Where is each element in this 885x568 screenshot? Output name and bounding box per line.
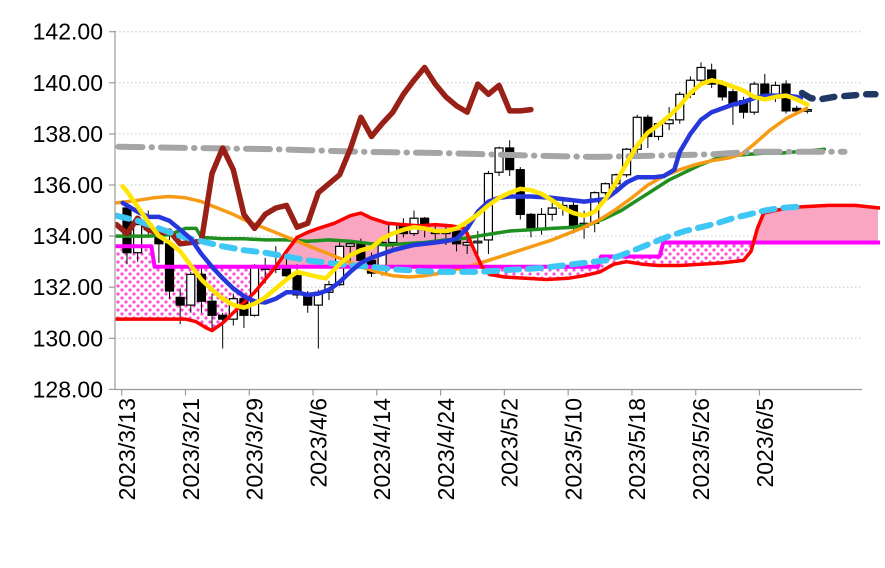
x-axis-label: 2023/5/18 xyxy=(624,398,650,500)
x-axis-label: 2023/3/29 xyxy=(242,398,268,500)
candle-body-down xyxy=(175,296,185,306)
candle-body-down xyxy=(292,275,302,296)
candle-body-up xyxy=(494,147,504,173)
gray-dashdot-ma-line xyxy=(115,143,848,160)
candle-body-down xyxy=(526,213,536,230)
y-axis-label: 142.00 xyxy=(33,19,103,45)
candle xyxy=(196,268,207,313)
candle xyxy=(707,63,717,88)
cyan-dashed-line xyxy=(115,203,802,275)
y-axis-label: 130.00 xyxy=(33,325,103,351)
candle-body-up xyxy=(345,243,355,247)
candle xyxy=(505,140,515,177)
x-axis-label: 2023/3/13 xyxy=(114,398,140,500)
y-axis-label: 140.00 xyxy=(33,70,103,96)
candle xyxy=(696,62,706,86)
candle xyxy=(494,146,504,177)
candle-body-up xyxy=(696,66,706,81)
candle-body-down xyxy=(568,204,579,228)
green-ma-line xyxy=(115,147,827,247)
y-axis-label: 136.00 xyxy=(33,172,103,198)
candle xyxy=(133,220,143,262)
candle-body-up xyxy=(600,183,610,194)
candle-body-down xyxy=(196,273,207,302)
candle-body-up xyxy=(133,224,143,254)
candle-body-up xyxy=(186,273,196,306)
candle-body-up xyxy=(473,240,483,244)
y-axis-label: 132.00 xyxy=(33,274,103,300)
yellow-ma-line xyxy=(120,77,810,310)
candle xyxy=(186,271,196,313)
blue-ma-line xyxy=(120,93,804,305)
x-axis-label: 2023/5/10 xyxy=(560,398,586,500)
candle-body-down xyxy=(760,83,770,95)
x-axis-label: 2023/4/6 xyxy=(305,398,331,488)
candle xyxy=(207,293,217,330)
x-axis-label: 2023/5/2 xyxy=(497,398,523,488)
candle-body-down xyxy=(505,147,515,171)
cloud-bearish-fill xyxy=(482,242,753,280)
candle xyxy=(313,289,323,349)
x-axis-label: 2023/5/26 xyxy=(688,398,714,500)
candle xyxy=(547,202,557,221)
candle xyxy=(515,167,525,220)
candle-body-down xyxy=(643,116,653,138)
y-axis-label: 138.00 xyxy=(33,121,103,147)
x-axis-label: 2023/3/21 xyxy=(178,398,204,500)
candle-body-up xyxy=(547,207,557,215)
candle-body-up xyxy=(536,213,547,230)
senkou-a-red-line xyxy=(115,203,880,333)
navy-dashed-forecast-line xyxy=(798,89,879,103)
plot-area xyxy=(115,62,880,349)
candle xyxy=(409,210,419,237)
candle xyxy=(483,170,494,254)
x-axis-label: 2023/6/5 xyxy=(752,398,778,488)
y-axis-label: 134.00 xyxy=(33,223,103,249)
y-axis-label: 128.00 xyxy=(33,376,103,402)
lagging-span-maroon-line xyxy=(115,64,534,247)
x-axis-label: 2023/4/24 xyxy=(433,398,459,501)
axes: 142.00 140.00 138.00 136.00 134.00 132.00 130.… xyxy=(33,19,862,501)
candle xyxy=(526,213,536,238)
candle-body-down xyxy=(707,69,717,85)
cloud-bullish-fill xyxy=(752,205,879,246)
candle-body-down xyxy=(207,300,217,316)
x-axis-label: 2023/4/14 xyxy=(369,398,395,501)
